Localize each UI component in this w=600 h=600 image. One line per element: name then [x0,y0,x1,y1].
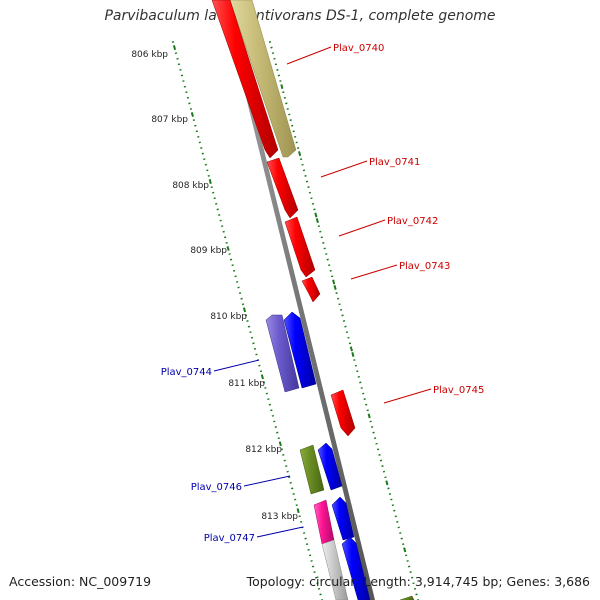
major-tick [260,374,264,380]
gene-arrow-plav-0746[interactable] [299,444,325,495]
leader-line [338,219,386,237]
major-tick [280,84,284,90]
gene-label-plav-0741[interactable]: Plav_0741 [369,157,420,168]
leader-line [213,359,260,372]
major-tick [296,508,300,514]
major-tick [315,218,319,223]
leader-line [350,264,398,280]
gene-label-plav-0742[interactable]: Plav_0742 [387,216,438,227]
gene-arrow-plav-0743[interactable] [301,276,321,303]
major-tick [403,547,407,553]
major-tick [298,151,302,157]
gene-labels: Plav_0740 Plav_0741 Plav_0742 Plav_0743 … [161,43,485,544]
tick-label: 809 kbp [190,246,227,256]
gene-arrow-blue-3[interactable] [331,496,355,541]
gene-label-plav-0745[interactable]: Plav_0745 [433,385,484,396]
gene-arrow-blue-1[interactable] [283,311,317,389]
major-tick [314,212,318,218]
major-tick [190,112,194,117]
leader-line [256,526,304,538]
gene-label-plav-0740[interactable]: Plav_0740 [333,43,384,54]
major-tick [208,179,212,184]
tick-label: 806 kbp [131,50,168,60]
gene-arrow-plav-0747[interactable] [313,499,335,545]
genome-summary-text: Topology: circular; Length: 3,914,745 bp… [246,574,590,589]
major-tick [226,246,230,251]
major-tick [351,352,355,357]
leader-line [383,388,432,404]
gene-arrow-blue-2[interactable] [317,442,343,491]
gene-arrow-olive-bottom[interactable] [399,595,415,600]
gene-arrow-plav-0744[interactable] [265,314,300,393]
leader-line [243,475,291,487]
tick-label: 807 kbp [151,115,188,125]
tick-label: 813 kbp [261,512,298,522]
major-tick [332,279,336,285]
major-tick [333,285,337,290]
tick-label: 808 kbp [172,181,209,191]
gene-features [211,0,415,600]
leader-line [286,46,332,65]
gene-arrow-blue-4[interactable] [341,536,371,600]
tick-label: 810 kbp [210,312,247,322]
gene-arrow-red-upper[interactable] [211,0,279,159]
gene-label-plav-0744[interactable]: Plav_0744 [161,367,212,378]
major-tick [367,413,371,419]
right-tick-track [268,41,420,600]
major-tick [172,45,177,51]
position-ticks: 806 kbp 807 kbp 808 kbp 809 kbp 810 kbp … [131,50,298,522]
tick-label: 811 kbp [228,379,265,389]
gene-arrow-plav-0741[interactable] [266,157,299,219]
major-tick [385,480,389,486]
major-tick [349,346,353,352]
map-title: Parvibaculum lavamentivorans DS-1, compl… [104,8,496,24]
gene-label-plav-0743[interactable]: Plav_0743 [399,261,450,272]
tick-label: 812 kbp [245,445,282,455]
label-leaders [213,46,432,538]
gene-arrow-grey[interactable] [321,539,349,600]
gene-arrow-plav-0740[interactable] [229,0,297,158]
gene-arrow-plav-0742[interactable] [284,216,316,278]
accession-text: Accession: NC_009719 [9,574,152,589]
major-tick [242,307,247,313]
gene-arrow-plav-0745[interactable] [330,389,356,437]
gene-label-plav-0746[interactable]: Plav_0746 [191,482,242,493]
genome-backbone [222,0,375,600]
major-tick [278,441,282,447]
gene-label-plav-0747[interactable]: Plav_0747 [204,533,255,544]
leader-line [320,160,368,178]
